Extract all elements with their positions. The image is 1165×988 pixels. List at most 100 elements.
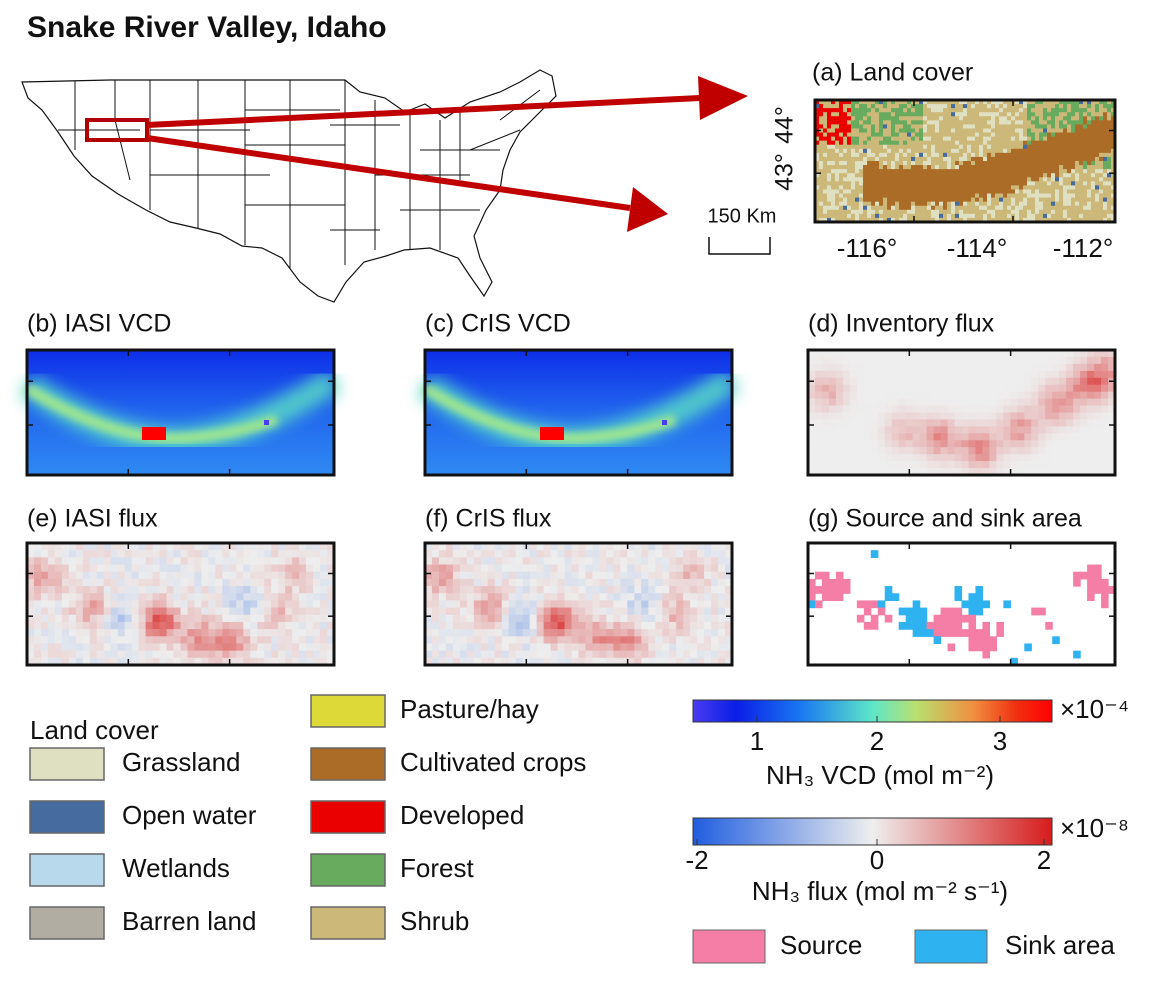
map-cell [919,209,924,215]
map-cell [96,571,105,580]
map-cell [536,564,545,573]
map-cell [550,593,559,602]
map-cell [999,140,1004,146]
panel-frame [25,348,336,477]
map-cell [943,177,948,182]
map-cell [1079,144,1084,150]
map-cell [961,433,970,441]
map-cell [278,586,286,594]
map-cell [879,169,884,174]
map-cell [933,468,942,476]
map-cell [1055,156,1060,162]
map-cell [1083,108,1088,113]
map-cell [1055,205,1060,211]
map-cell [1024,419,1032,427]
map-cell [907,112,912,117]
map-cell [875,100,880,105]
map-cell [1067,173,1072,178]
map-cell [1075,213,1080,219]
map-cell [975,148,980,154]
map-cell [1099,213,1104,219]
map-cell [1035,213,1040,219]
map-cell [859,165,864,170]
map-cell [1031,173,1036,178]
map-cell [907,173,912,178]
map-cell [452,636,461,645]
map-cell [863,197,868,203]
map-cell [634,543,642,551]
map-cell [1107,116,1112,121]
map-cell [991,104,996,109]
map-cell [899,213,904,219]
map-cell [863,405,872,414]
map-cell [1059,426,1067,434]
map-cell [159,586,168,594]
map-cell [718,636,726,645]
map-cell [543,607,552,616]
map-cell [947,156,952,162]
map-cell [445,557,454,566]
map-cell [961,629,970,637]
map-cell [40,621,49,630]
map-cell [991,177,996,182]
map-cell [943,193,948,199]
map-cell [1027,136,1032,142]
map-cell [975,412,984,421]
map-cell [967,197,972,203]
map-cell [987,193,992,199]
map-cell [599,614,608,623]
map-cell [855,128,860,134]
map-cell [927,197,932,203]
map-cell [1047,201,1052,207]
map-cell [835,468,844,476]
map-cell [47,593,56,602]
map-cell [725,621,733,630]
map-cell [1024,412,1032,421]
map-cell [983,120,988,125]
map-cell [971,108,976,113]
map-cell [40,607,49,616]
map-cell [855,177,860,182]
map-cell [648,636,656,645]
state-border [469,129,521,151]
map-cell [1038,433,1046,441]
map-cell [1031,384,1039,393]
map-cell [522,586,531,594]
map-cell [1107,181,1112,186]
map-cell [967,156,972,162]
map-cell [1073,419,1081,427]
map-cell [620,629,628,637]
map-cell [1059,356,1067,365]
map-cell [445,607,454,616]
map-cell [819,173,824,178]
map-cell [697,607,705,616]
map-cell [1107,201,1112,207]
map-cell [117,593,126,602]
map-cell [1015,165,1020,170]
map-cell [1035,148,1040,154]
map-cell [991,169,996,174]
map-cell [1066,426,1074,434]
map-cell [915,177,920,182]
map-cell [466,557,475,566]
map-cell [1003,165,1008,170]
map-cell [515,650,524,659]
map-cell [466,650,475,659]
map-cell [473,593,482,602]
map-cell [1108,433,1116,441]
map-cell [947,217,952,223]
map-cell [907,181,912,186]
map-cell [979,185,984,191]
legend-swatch [29,747,105,781]
map-cell [987,136,992,142]
map-cell [606,557,614,566]
map-cell [1067,112,1072,117]
map-cell [152,543,161,551]
map-cell [1039,104,1044,109]
map-cell [487,543,496,551]
map-cell [187,543,196,551]
map-cell [285,629,293,637]
map-cell [887,181,892,186]
map-cell [1043,140,1048,146]
map-cell [82,578,91,587]
